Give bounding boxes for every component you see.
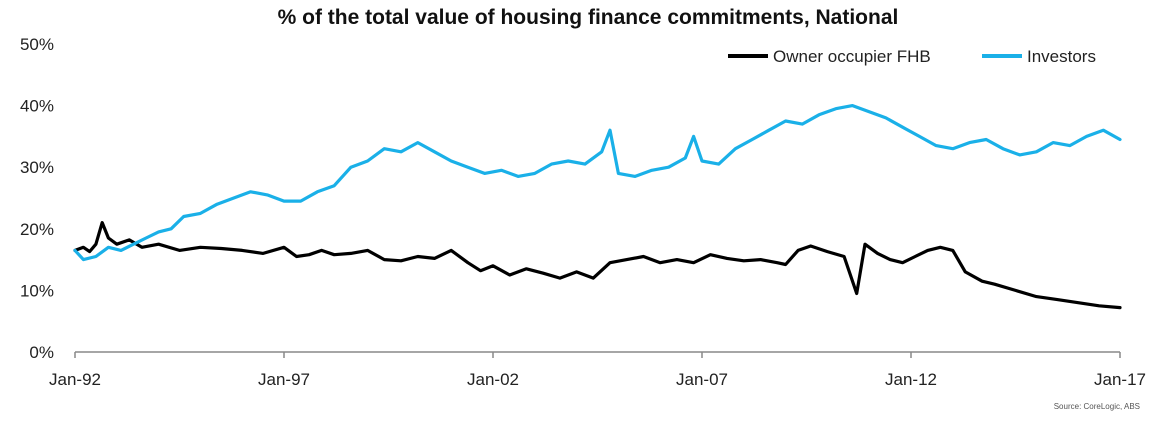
y-tick-label: 50% <box>20 35 54 54</box>
series-line-investors <box>73 104 1122 262</box>
legend-label-owner-fhb: Owner occupier FHB <box>773 47 931 66</box>
y-tick-label: 0% <box>29 343 54 362</box>
x-tick-label: Jan-17 <box>1094 370 1146 389</box>
source-note: Source: CoreLogic, ABS <box>1054 402 1140 411</box>
x-tick-label: Jan-97 <box>258 370 310 389</box>
x-tick-label: Jan-92 <box>49 370 101 389</box>
y-tick-label: 30% <box>20 158 54 177</box>
y-tick-label: 10% <box>20 281 54 300</box>
series-line-owner-fhb <box>73 221 1122 310</box>
legend: Owner occupier FHB Investors <box>728 47 1096 66</box>
x-tick-label: Jan-07 <box>676 370 728 389</box>
series-layer <box>73 104 1122 310</box>
x-tick-label: Jan-12 <box>885 370 937 389</box>
legend-label-investors: Investors <box>1027 47 1096 66</box>
x-tick-label: Jan-02 <box>467 370 519 389</box>
x-axis: Jan-92 Jan-97 Jan-02 Jan-07 Jan-12 Jan-17 <box>49 351 1146 389</box>
y-tick-label: 40% <box>20 97 54 116</box>
chart-title: % of the total value of housing finance … <box>278 6 899 29</box>
y-axis: 0% 10% 20% 30% 40% 50% <box>20 35 54 362</box>
y-tick-label: 20% <box>20 220 54 239</box>
